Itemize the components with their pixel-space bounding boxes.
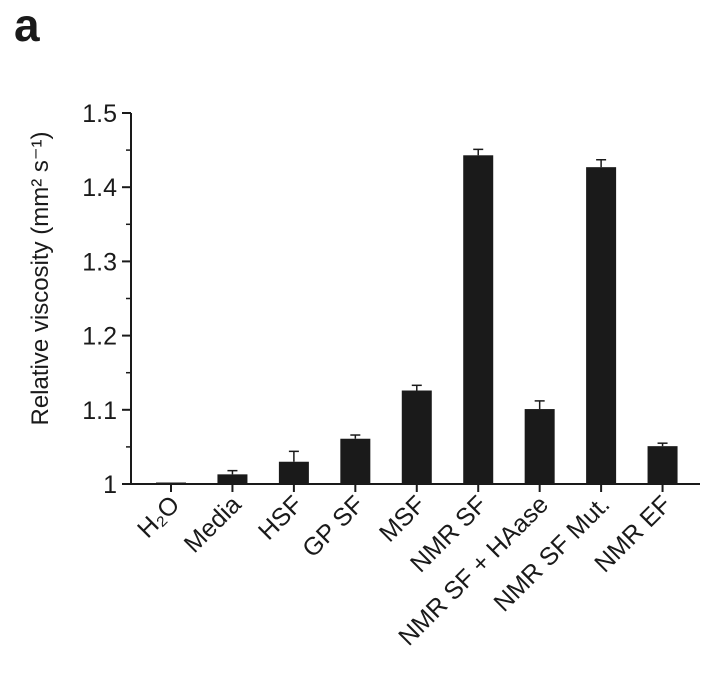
y-tick-label: 1.2 (82, 323, 117, 351)
bar (463, 155, 494, 484)
x-tick-label: H₂O (132, 490, 185, 543)
y-tick-label: 1 (103, 471, 117, 499)
chart-labels: 1 1.1 1.2 1.3 1.4 1.5 Relative viscosity (mm² … (27, 100, 677, 651)
y-axis-title: Relative viscosity (mm² s⁻¹) (27, 131, 54, 425)
bar (524, 409, 555, 484)
y-tick-label: 1.3 (82, 248, 117, 276)
y-tick-label: 1.4 (82, 174, 117, 202)
y-tick-label: 1.5 (82, 100, 117, 128)
chart-bars (156, 148, 678, 484)
bar (156, 482, 186, 484)
bar (401, 390, 432, 484)
x-tick-label: HSF (253, 490, 308, 545)
x-tick-label: Media (179, 490, 247, 558)
panel-label: a (14, 0, 40, 51)
bar (340, 438, 371, 484)
y-tick-label: 1.1 (82, 397, 117, 425)
bar (278, 461, 309, 484)
bar (217, 474, 248, 484)
bar (647, 446, 678, 484)
x-tick-label: GP SF (297, 490, 370, 563)
x-tick-label: MSF (374, 490, 431, 547)
bar (586, 167, 617, 484)
